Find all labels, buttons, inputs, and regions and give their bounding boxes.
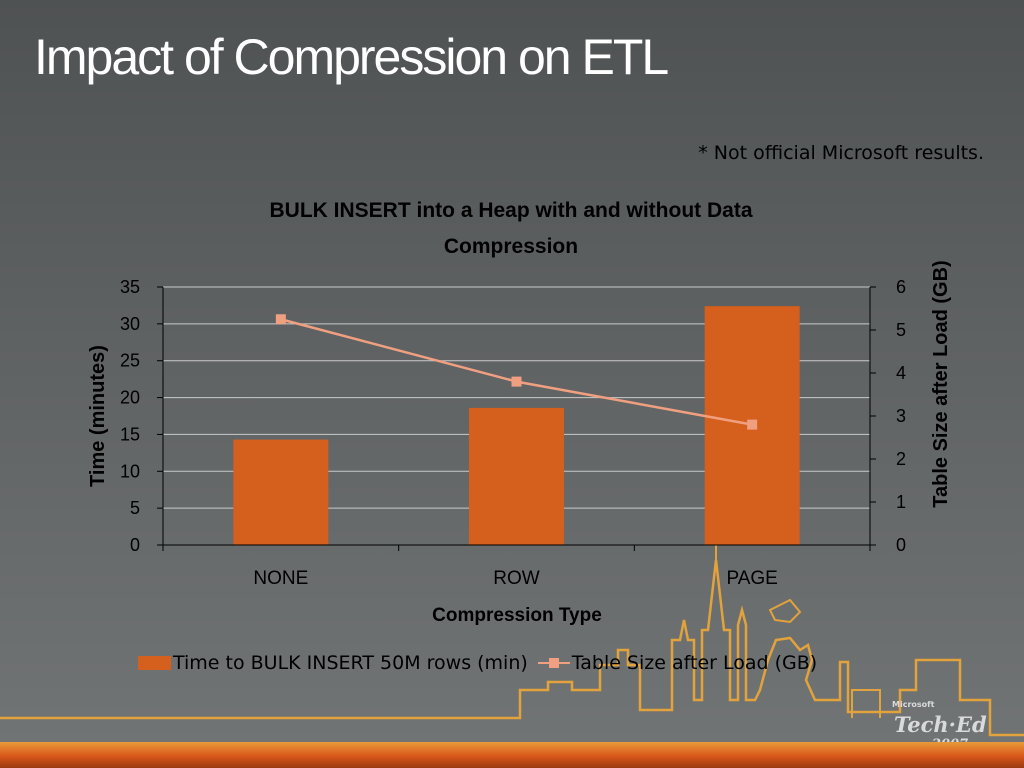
disclaimer-note: * Not official Microsoft results. bbox=[698, 142, 984, 164]
y2-tick-label: 3 bbox=[896, 406, 906, 426]
chart-title-line-1: BULK INSERT into a Heap with and without… bbox=[270, 199, 753, 222]
y-tick-label: 0 bbox=[130, 535, 140, 555]
line-marker-page bbox=[747, 419, 758, 430]
line-marker-none bbox=[275, 314, 286, 325]
x-tick-label: ROW bbox=[493, 568, 540, 589]
logo-event: Tech·Ed bbox=[894, 712, 987, 737]
x-tick-label: NONE bbox=[253, 568, 308, 589]
chart-legend: Time to BULK INSERT 50M rows (min) Table… bbox=[138, 652, 827, 674]
chart-title-line-2: Compression bbox=[444, 235, 578, 258]
skyline-outline bbox=[0, 559, 1024, 737]
y-tick-label: 10 bbox=[120, 461, 140, 481]
skyline-spire bbox=[715, 545, 881, 718]
y2-tick-label: 4 bbox=[896, 363, 906, 383]
slide-title: Impact of Compression on ETL bbox=[34, 29, 669, 85]
y2-tick-label: 1 bbox=[896, 492, 906, 512]
x-tick-label: PAGE bbox=[726, 568, 777, 589]
y-tick-label: 35 bbox=[120, 277, 140, 297]
legend-line-swatch bbox=[537, 656, 570, 670]
legend-item-bar: Time to BULK INSERT 50M rows (min) bbox=[138, 652, 528, 674]
legend-bar-label: Time to BULK INSERT 50M rows (min) bbox=[173, 652, 528, 674]
x-axis-label: Compression Type bbox=[432, 605, 602, 626]
bottom-strip bbox=[0, 742, 1024, 768]
line-marker-row bbox=[511, 376, 522, 387]
y2-tick-label: 6 bbox=[896, 277, 906, 297]
y-tick-label: 15 bbox=[120, 424, 140, 444]
y-tick-label: 30 bbox=[120, 314, 140, 334]
bar-row bbox=[469, 407, 564, 545]
y-axis-label: Time (minutes) bbox=[87, 345, 109, 487]
y2-axis-label: Table Size after Load (GB) bbox=[930, 260, 952, 507]
logo-company: Microsoft bbox=[892, 700, 935, 709]
legend-bar-swatch bbox=[138, 656, 171, 670]
y-tick-label: 20 bbox=[120, 388, 140, 408]
y2-tick-label: 0 bbox=[896, 535, 906, 555]
teched-logo: Microsoft Tech·Ed 2007 bbox=[892, 700, 987, 755]
legend-item-line: Table Size after Load (GB) bbox=[537, 652, 818, 674]
y2-tick-label: 5 bbox=[896, 320, 906, 340]
y-tick-label: 5 bbox=[130, 498, 140, 518]
y2-tick-label: 2 bbox=[896, 449, 906, 469]
y-tick-label: 25 bbox=[120, 351, 140, 371]
legend-line-label: Table Size after Load (GB) bbox=[571, 652, 818, 674]
bar-none bbox=[233, 439, 329, 545]
